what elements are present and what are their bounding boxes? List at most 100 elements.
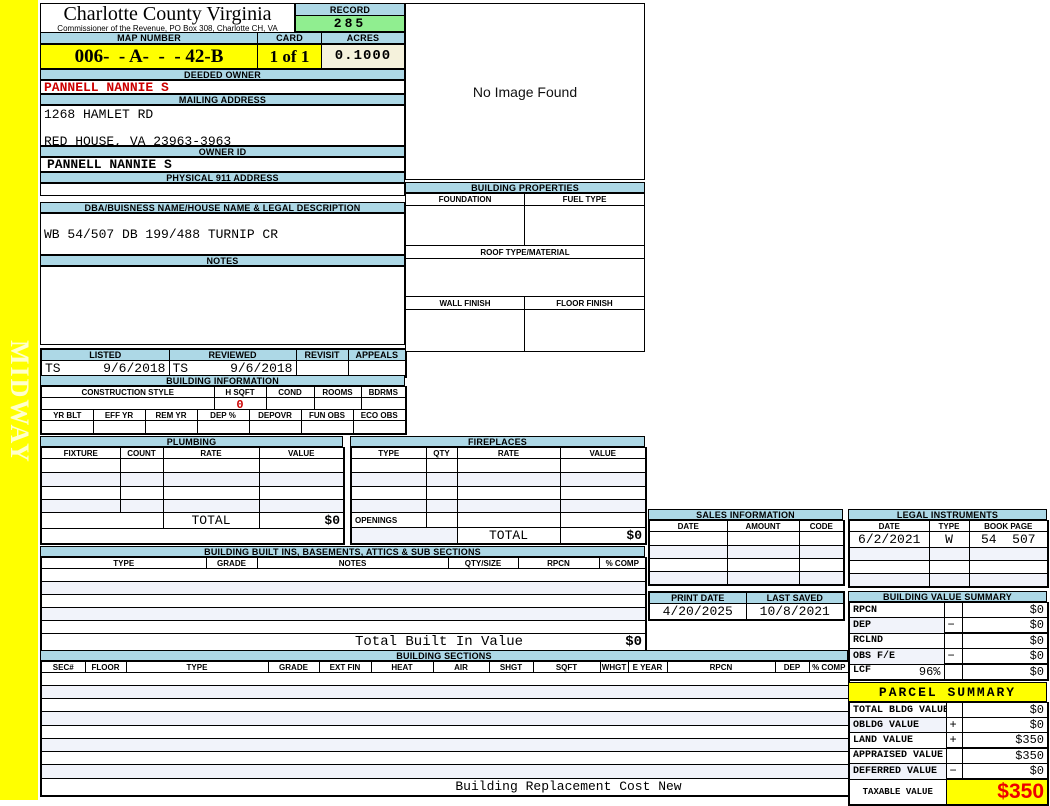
- fuel-type-value: [525, 206, 645, 246]
- mailing-line2: RED HOUSE, VA 23963-3963: [44, 134, 232, 149]
- cell: [798, 571, 845, 585]
- cell: [41, 698, 849, 712]
- cell: [162, 458, 260, 473]
- print-info-table: PRINT DATE LAST SAVED 4/20/2025 10/8/202…: [648, 591, 845, 621]
- cell: [40, 458, 121, 473]
- reviewed-by: TS: [172, 361, 189, 376]
- ps-row-value: $0: [961, 763, 1049, 780]
- cell: [798, 545, 845, 559]
- funobs-header: FUN OBS: [300, 409, 354, 421]
- bi-qtysize-header: QTY/SIZE: [447, 557, 519, 569]
- wall-finish-label: WALL FINISH: [405, 297, 525, 310]
- bi-grade-header: GRADE: [205, 557, 258, 569]
- heat-header: HEAT: [370, 661, 434, 673]
- ecoobs-header: ECO OBS: [352, 409, 407, 421]
- rooms-header: ROOMS: [313, 386, 362, 398]
- sales-date-header: DATE: [648, 520, 728, 532]
- extfin-header: EXT FIN: [318, 661, 372, 673]
- bi-rpcn-header: RPCN: [517, 557, 600, 569]
- reviewed-date: 9/6/2018: [230, 361, 293, 376]
- cell: [350, 472, 427, 487]
- notes-label: NOTES: [40, 255, 405, 266]
- taxable-value: $350: [945, 778, 1049, 806]
- cell: [258, 486, 345, 500]
- cell: [258, 499, 345, 513]
- hsqft-header: H SQFT: [213, 386, 267, 398]
- bvs-row-label: DEP: [848, 617, 945, 634]
- bvs-row-value: $0: [961, 617, 1049, 634]
- roof-type-label: ROOF TYPE/MATERIAL: [405, 246, 645, 259]
- cell: [456, 499, 561, 513]
- cell: [798, 558, 845, 572]
- li-bookpage-header: BOOK PAGE: [968, 520, 1049, 532]
- ps-row-op: +: [945, 717, 963, 733]
- cell: [41, 751, 849, 765]
- eyear-header: E YEAR: [627, 661, 668, 673]
- cell: [41, 581, 646, 595]
- cell: [41, 672, 849, 686]
- cell: [119, 499, 164, 513]
- type-header: TYPE: [125, 661, 269, 673]
- bvs-row-label: RPCN: [848, 602, 945, 618]
- shgt-header: SHGT: [488, 661, 534, 673]
- ps-row-op: [945, 747, 963, 764]
- county-name: Charlotte County Virginia: [63, 3, 272, 25]
- cell: [928, 560, 970, 574]
- building-value-summary-table: RPCN $0 DEP − $0 RCLND $0 OBS F/E − $0 L…: [848, 602, 1049, 681]
- reviewed-header: REVIEWED: [168, 348, 297, 361]
- map-number-label: MAP NUMBER: [40, 32, 258, 44]
- effyr-header: EFF YR: [92, 409, 146, 421]
- cell: [425, 458, 458, 473]
- fuel-type-label: FUEL TYPE: [525, 193, 645, 206]
- cell: [41, 764, 849, 779]
- cond-header: COND: [265, 386, 315, 398]
- bi-comp-header: % COMP: [598, 557, 647, 569]
- bi-notes-header: NOTES: [256, 557, 449, 569]
- deeded-owner-label: DEEDED OWNER: [40, 69, 405, 80]
- cell: [144, 420, 198, 434]
- cell: [968, 573, 1049, 587]
- built-ins-total-row: Total Built In Value $0: [41, 633, 646, 652]
- cell: [559, 512, 647, 528]
- cell: [350, 458, 427, 473]
- print-date-value: 4/20/2025: [648, 603, 747, 621]
- cell: [119, 458, 164, 473]
- dba-label: DBA/BUISNESS NAME/HOUSE NAME & LEGAL DES…: [40, 202, 405, 213]
- bvs-row-value: $0: [961, 632, 1049, 649]
- comp-header: % COMP: [808, 661, 850, 673]
- midway-watermark: MIDWAY: [5, 340, 34, 464]
- cell: [559, 499, 647, 513]
- property-photo-placeholder: No Image Found: [405, 3, 645, 180]
- plumbing-total-value: $0: [258, 512, 345, 529]
- bvs-row-op: −: [943, 617, 963, 634]
- cell: [41, 568, 646, 582]
- listed-date: 9/6/2018: [103, 361, 166, 376]
- map-value-row: 006- - A- - - 42-B 1 of 1 0.1000: [40, 44, 405, 69]
- fireplaces-table: TYPE QTY RATE VALUE OPENINGS TOTAL $0: [350, 447, 647, 545]
- cell: [41, 620, 646, 634]
- listed-header: LISTED: [40, 348, 170, 361]
- building-value-summary-label: BUILDING VALUE SUMMARY: [848, 591, 1047, 602]
- mailing-line1: 1268 HAMLET RD: [44, 107, 154, 122]
- cell: [648, 558, 728, 572]
- li-type-value: W: [928, 531, 970, 548]
- fp-value-header: VALUE: [559, 447, 647, 459]
- li-bookpage-value: 54 507: [968, 531, 1049, 548]
- left-sidebar: [0, 0, 38, 800]
- cell: [40, 528, 345, 544]
- floor-finish-label: FLOOR FINISH: [525, 297, 645, 310]
- sales-amount-header: AMOUNT: [726, 520, 800, 532]
- floor-finish-value: [525, 310, 645, 352]
- cell: [648, 545, 728, 559]
- record-label: RECORD: [295, 3, 405, 16]
- cell: [648, 571, 728, 585]
- owner-id-label: OWNER ID: [40, 146, 405, 157]
- cell: [559, 472, 647, 487]
- plumbing-label: PLUMBING: [40, 436, 343, 447]
- remyr-header: REM YR: [144, 409, 198, 421]
- deppct-header: DEP %: [196, 409, 250, 421]
- sales-code-header: CODE: [798, 520, 845, 532]
- bvs-row-op: [943, 632, 963, 649]
- roof-type-value: [405, 259, 645, 297]
- owner-id-value: PANNELL NANNIE S: [40, 157, 405, 172]
